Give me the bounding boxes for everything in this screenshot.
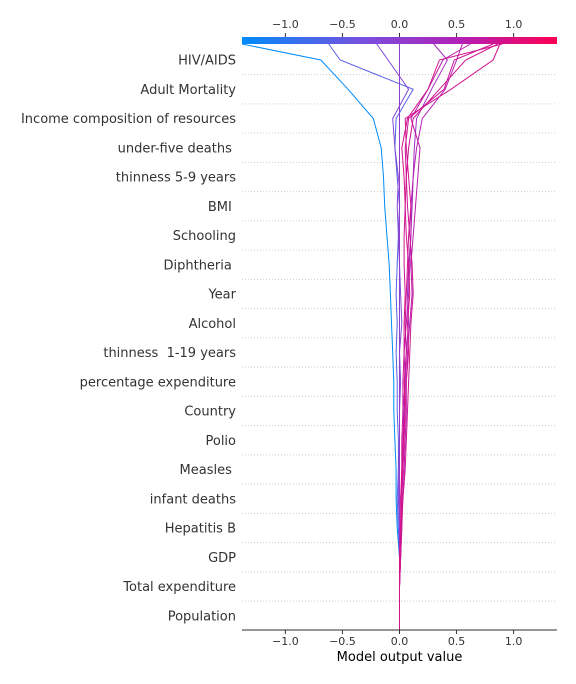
feature-label: thinness 5-9 years: [116, 171, 236, 186]
x-axis-label: Model output value: [337, 650, 463, 665]
feature-label: Alcohol: [189, 317, 236, 332]
feature-label: GDP: [208, 551, 236, 566]
series-line: [399, 43, 498, 630]
x-tick-label: 0.5: [448, 635, 466, 648]
top-tick-label: −1.0: [272, 18, 299, 31]
feature-label: Hepatitis B: [165, 522, 236, 537]
series-line: [399, 43, 503, 630]
top-tick-label: 0.5: [448, 18, 466, 31]
x-tick-label: −0.5: [329, 635, 356, 648]
feature-label: Total expenditure: [122, 580, 236, 595]
feature-label: thinness 1-19 years: [103, 346, 236, 361]
feature-label: Country: [184, 405, 236, 420]
feature-label: Income composition of resources: [21, 112, 236, 127]
feature-labels: HIV/AIDS Adult Mortality Income compositio…: [21, 54, 237, 625]
top-tick-label: 0.0: [391, 18, 409, 31]
bottom-axis: −1.0 −0.5 0.0 0.5 1.0: [242, 629, 557, 648]
feature-label: Population: [168, 609, 236, 624]
feature-label: Year: [207, 288, 236, 303]
x-tick-label: −1.0: [272, 635, 299, 648]
feature-label: under-five deaths: [118, 141, 236, 156]
top-tick-label: 1.0: [505, 18, 523, 31]
feature-label: Schooling: [173, 229, 236, 244]
series-line: [328, 43, 414, 630]
feature-label: BMI: [208, 200, 236, 215]
feature-label: Measles: [180, 463, 236, 478]
series-line: [399, 43, 494, 630]
feature-label: Diphtheria: [163, 258, 236, 273]
top-axis: −1.0 −0.5 0.0 0.5 1.0: [272, 18, 522, 37]
x-tick-label: 1.0: [505, 635, 523, 648]
feature-label: HIV/AIDS: [178, 54, 236, 69]
feature-label: infant deaths: [150, 492, 236, 507]
x-tick-label: 0.0: [391, 635, 409, 648]
feature-label: percentage expenditure: [80, 375, 236, 390]
series-lines: [241, 43, 503, 630]
feature-label: Polio: [205, 434, 236, 449]
feature-label: Adult Mortality: [140, 83, 236, 98]
colorbar: [242, 37, 557, 44]
series-line: [241, 43, 400, 630]
top-tick-label: −0.5: [329, 18, 356, 31]
